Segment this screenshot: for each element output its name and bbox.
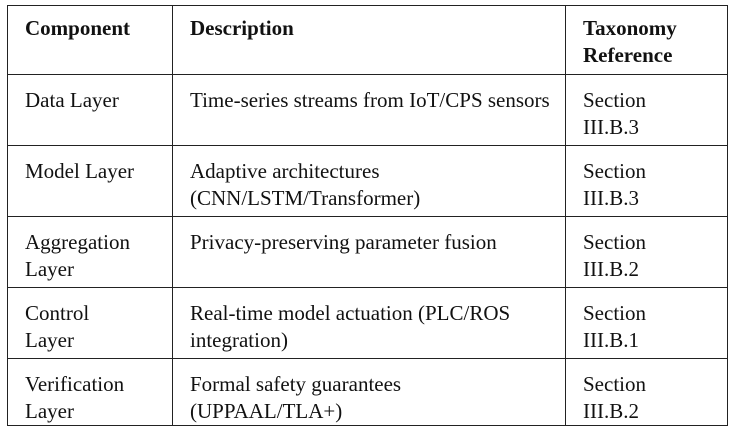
component-line1: Control	[25, 301, 90, 325]
header-taxonomy-reference: Taxonomy Reference	[565, 5, 728, 75]
cell-taxonomy-reference: Section III.B.2	[565, 216, 728, 288]
table-row: Aggregation Layer Privacy-preserving par…	[7, 216, 728, 288]
cell-taxonomy-reference: Section III.B.3	[565, 74, 728, 146]
cell-description: Time-series streams from IoT/CPS sensors	[172, 74, 566, 146]
component-line2: Layer	[25, 257, 74, 281]
component-line1: Verification	[25, 372, 125, 396]
ref-line1: Section	[583, 230, 646, 254]
table-row: Verification Layer Formal safety guarant…	[7, 358, 728, 426]
header-taxonomy-line2: Reference	[583, 43, 673, 67]
ref-line2: III.B.1	[583, 328, 639, 352]
component-line2: Layer	[25, 328, 74, 352]
cell-component: Model Layer	[7, 145, 173, 217]
cell-description: Formal safety guarantees (UPPAAL/TLA+)	[172, 358, 566, 426]
ref-line2: III.B.3	[583, 115, 639, 139]
component-line1: Aggregation	[25, 230, 130, 254]
cell-description: Real-time model actuation (PLC/ROS integ…	[172, 287, 566, 359]
ref-line1: Section	[583, 372, 646, 396]
header-component: Component	[7, 5, 173, 75]
cell-component: Data Layer	[7, 74, 173, 146]
cell-taxonomy-reference: Section III.B.3	[565, 145, 728, 217]
ref-line1: Section	[583, 88, 646, 112]
ref-line2: III.B.3	[583, 186, 639, 210]
cell-component: Control Layer	[7, 287, 173, 359]
table-row: Data Layer Time-series streams from IoT/…	[7, 74, 728, 146]
cell-taxonomy-reference: Section III.B.1	[565, 287, 728, 359]
table-row: Control Layer Real-time model actuation …	[7, 287, 728, 359]
ref-line1: Section	[583, 159, 646, 183]
component-table: Component Description Taxonomy Reference…	[7, 5, 728, 426]
cell-component: Aggregation Layer	[7, 216, 173, 288]
ref-line2: III.B.2	[583, 399, 639, 423]
cell-description: Adaptive architectures (CNN/LSTM/Transfo…	[172, 145, 566, 217]
component-line2: Layer	[25, 399, 74, 423]
cell-taxonomy-reference: Section III.B.2	[565, 358, 728, 426]
table-header-row: Component Description Taxonomy Reference	[7, 5, 728, 75]
cell-component: Verification Layer	[7, 358, 173, 426]
header-taxonomy-line1: Taxonomy	[583, 16, 677, 40]
cell-description: Privacy-preserving parameter fusion	[172, 216, 566, 288]
header-description: Description	[172, 5, 566, 75]
ref-line2: III.B.2	[583, 257, 639, 281]
table-row: Model Layer Adaptive architectures (CNN/…	[7, 145, 728, 217]
ref-line1: Section	[583, 301, 646, 325]
